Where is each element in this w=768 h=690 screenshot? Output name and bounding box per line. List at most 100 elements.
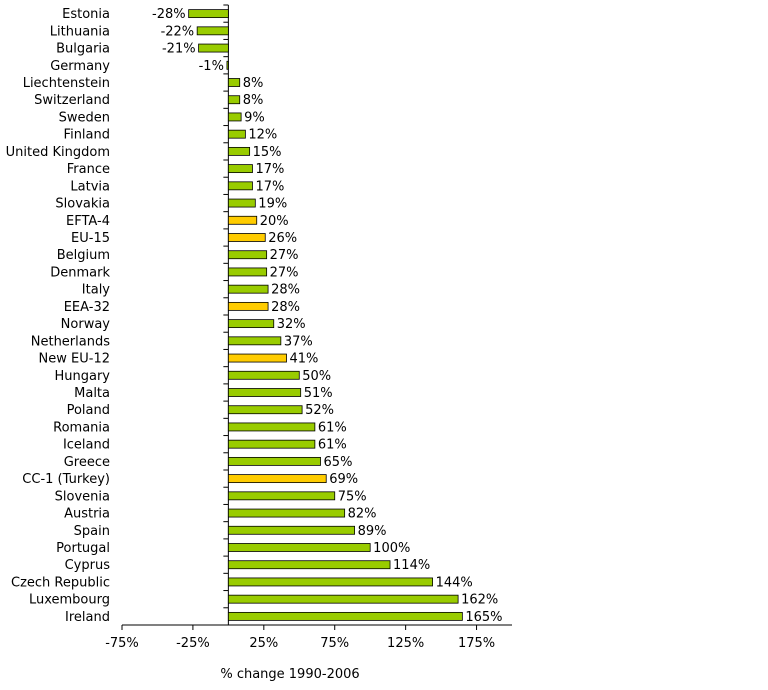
data-label: 19% [258,197,287,212]
x-tick-label: -75% [105,636,139,651]
category-label: Bulgaria [56,42,110,57]
bar [227,181,253,191]
data-label: 144% [436,575,473,590]
bar [227,233,266,242]
data-label: -28% [152,7,186,22]
category-label: United Kingdom [6,145,110,160]
data-label: 17% [255,162,284,177]
category-label: EEA-32 [64,300,110,315]
category-label: Iceland [63,438,110,453]
data-label: 114% [393,558,430,573]
bar [227,594,459,604]
data-label: 37% [284,334,313,349]
bar [227,250,268,260]
data-label: 26% [268,231,297,246]
category-label: Switzerland [34,93,110,108]
category-label: Poland [67,403,110,418]
category-label: Slovakia [55,197,110,212]
data-label: 28% [271,283,300,298]
data-label: 32% [277,317,306,332]
category-label: New EU-12 [39,352,110,367]
data-label: -21% [162,42,196,57]
bar [227,198,256,208]
data-label: 20% [260,214,289,229]
x-tick-label: 25% [249,636,278,651]
category-label: Portugal [56,541,110,556]
data-label: 82% [348,507,377,522]
bar [227,319,275,329]
x-tick-label: 75% [320,636,349,651]
category-label: Germany [50,59,110,74]
category-label: Netherlands [31,334,110,349]
data-label: 50% [302,369,331,384]
category-label: France [67,162,110,177]
bar [227,577,433,587]
category-label: Greece [64,455,110,470]
bar [227,405,303,415]
bar [227,284,269,294]
bar [227,129,246,139]
bar [188,9,229,19]
bar [227,146,251,156]
category-label: Latvia [70,179,110,194]
category-label: Lithuania [50,24,110,39]
data-label: 15% [253,145,282,160]
data-label: 69% [329,472,358,487]
data-label: 52% [305,403,334,418]
bar [198,43,229,53]
data-label: -1% [199,59,224,74]
data-label: 165% [465,610,502,625]
bar [227,491,336,501]
x-axis-title: % change 1990-2006 [220,667,360,682]
category-label: Liechtenstein [23,76,110,91]
bar [227,560,391,570]
bar [227,388,302,397]
bar [227,439,316,449]
data-label: 100% [373,541,410,556]
category-label: Cyprus [65,558,111,573]
data-label: 12% [248,128,277,143]
category-label: Czech Republic [11,575,110,590]
bar [196,26,229,36]
category-label: CC-1 (Turkey) [22,472,110,487]
category-label: Estonia [62,7,110,22]
data-label: 61% [318,420,347,435]
category-label: Ireland [65,610,110,625]
data-label: 8% [243,93,264,108]
data-label: 17% [255,179,284,194]
category-label: EU-15 [71,231,110,246]
data-label: 75% [338,489,367,504]
bar [227,301,269,311]
data-label: 61% [318,438,347,453]
bar [227,164,253,174]
category-label: Denmark [50,265,110,280]
bar [227,112,242,122]
category-label: Malta [74,386,110,401]
data-label: 65% [324,455,353,470]
bar [227,78,241,87]
category-label: Hungary [54,369,110,384]
data-label: 8% [243,76,264,91]
x-tick-label: 175% [458,636,495,651]
data-label: 41% [290,352,319,367]
bar [227,474,327,484]
category-label: Finland [64,128,110,143]
bar [227,456,321,466]
bar [227,525,355,535]
bar [226,60,229,70]
bar [227,353,287,363]
bar [227,508,346,518]
data-label: 9% [244,110,265,125]
data-label: 162% [461,593,498,608]
category-label: Luxembourg [29,593,110,608]
bar [227,370,300,380]
x-tick-label: -25% [176,636,210,651]
data-label: 28% [271,300,300,315]
category-label: Sweden [59,110,110,125]
bar [227,95,241,105]
data-label: -22% [161,24,195,39]
data-label: 27% [270,248,299,263]
category-label: Slovenia [55,489,110,504]
category-label: EFTA-4 [66,214,110,229]
